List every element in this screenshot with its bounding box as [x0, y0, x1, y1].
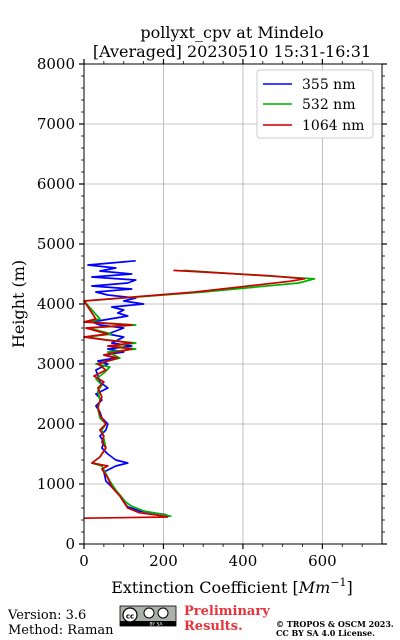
copyright-line-1: © TROPOS & OSCM 2023.: [276, 619, 394, 629]
y-tick-label: 6000: [37, 175, 75, 193]
legend: 355 nm 532 nm 1064 nm: [256, 69, 374, 139]
series-line-532nm: [83, 269, 316, 518]
y-tick-label: 7000: [37, 115, 75, 133]
chart-subtitle: [Averaged] 20230510 15:31-16:31: [93, 42, 371, 61]
method-text: Method: Raman: [8, 623, 114, 638]
legend-label-1064: 1064 nm: [302, 118, 364, 134]
x-axis-label-text: Extinction Coefficient [: [111, 578, 299, 597]
cc-badge-text: BY SA: [149, 622, 163, 628]
y-tick-label: 5000: [37, 235, 75, 253]
series-line-1064nm: [83, 269, 306, 520]
y-tick-label: 8000: [37, 55, 75, 73]
y-tick-label: 3000: [37, 355, 75, 373]
axis-ticks: 0 200 400 600010002000300040005000600070008…: [37, 55, 387, 570]
series-line-355nm: [87, 259, 170, 518]
y-tick-label: 1000: [37, 475, 75, 493]
preliminary-line-2: Results.: [184, 619, 243, 634]
x-tick-label: 400: [229, 552, 258, 570]
x-tick-label: 600: [308, 552, 337, 570]
y-tick-label: 4000: [37, 295, 75, 313]
series-lines: [83, 259, 316, 520]
y-tick-label: 0: [65, 535, 75, 553]
y-tick-label: 2000: [37, 415, 75, 433]
x-axis-unit-exponent: −1: [330, 576, 346, 589]
legend-box: [256, 69, 374, 139]
x-tick-label: 0: [79, 552, 89, 570]
legend-label-355: 355 nm: [302, 77, 355, 93]
copyright-line-2: CC BY SA 4.0 License.: [276, 628, 375, 638]
y-axis-label: Height (m): [9, 260, 28, 348]
x-tick-label: 200: [149, 552, 178, 570]
cc-by-sa-badge-icon: cc BY SA: [119, 605, 177, 628]
svg-text:cc: cc: [126, 613, 134, 621]
x-axis-unit: Mm: [298, 578, 331, 597]
x-axis-label-close: ]: [347, 578, 353, 597]
preliminary-line-1: Preliminary: [184, 604, 270, 619]
version-text: Version: 3.6: [7, 608, 86, 623]
chart-title: pollyxt_cpv at Mindelo: [140, 23, 323, 42]
legend-label-532: 532 nm: [302, 97, 355, 113]
x-axis-label: Extinction Coefficient [Mm−1]: [111, 576, 353, 597]
